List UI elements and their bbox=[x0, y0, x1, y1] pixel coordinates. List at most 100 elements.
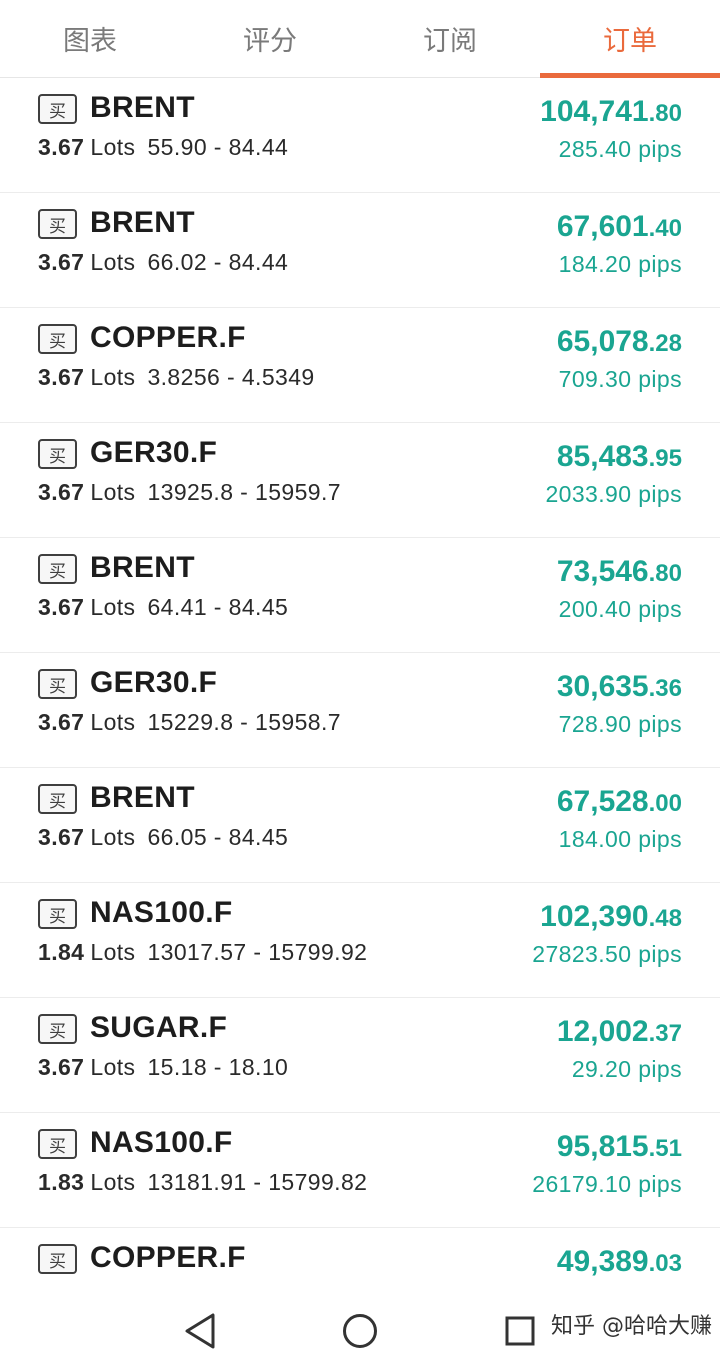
order-lots-unit: Lots bbox=[90, 134, 136, 160]
order-price-range: 64.41 - 84.45 bbox=[147, 594, 289, 620]
order-pips: 728.90 pips bbox=[558, 711, 682, 737]
order-profit-integer: 65,078 bbox=[556, 325, 649, 358]
order-profit: 104,741.80 bbox=[540, 95, 682, 129]
order-lots-unit: Lots bbox=[90, 1169, 136, 1195]
order-details: 3.67 Lots 55.90 - 84.44 bbox=[38, 134, 288, 161]
order-details: 3.67 Lots 3.8256 - 4.5349 bbox=[38, 364, 315, 391]
order-profit-decimal: .28 bbox=[648, 330, 682, 357]
order-price-range: 3.8256 - 4.5349 bbox=[147, 364, 315, 390]
order-price-range: 55.90 - 84.44 bbox=[147, 134, 289, 160]
order-row[interactable]: 买 GER30.F 3.67 Lots 13925.8 - 15959.7 85,483.… bbox=[0, 423, 720, 538]
order-profit-decimal: .48 bbox=[648, 905, 682, 932]
order-lots: 3.67 bbox=[38, 249, 85, 275]
order-price-range: 13181.91 - 15799.82 bbox=[147, 1169, 368, 1195]
order-lots: 3.67 bbox=[38, 824, 85, 850]
recents-button[interactable] bbox=[497, 1308, 543, 1354]
back-triangle-icon bbox=[185, 1313, 215, 1349]
order-price-range: 66.02 - 84.44 bbox=[147, 249, 289, 275]
order-details: 3.67 Lots 66.05 - 84.45 bbox=[38, 824, 288, 851]
order-profit-decimal: .40 bbox=[648, 215, 682, 242]
order-details: 3.67 Lots 15229.8 - 15958.7 bbox=[38, 709, 341, 736]
order-profit-integer: 67,528 bbox=[556, 785, 649, 818]
tab-chart[interactable]: 图表 bbox=[63, 26, 117, 57]
order-row[interactable]: 买 NAS100.F 1.83 Lots 13181.91 - 15799.82 95,8… bbox=[0, 1113, 720, 1228]
order-profit-integer: 85,483 bbox=[556, 440, 649, 473]
order-symbol: NAS100.F bbox=[90, 1126, 233, 1159]
system-navigation-bar: 知乎 @哈哈大赚 bbox=[0, 1294, 720, 1368]
order-row[interactable]: 买 BRENT 3.67 Lots 66.05 - 84.45 67,528.00 184.… bbox=[0, 768, 720, 883]
order-details: 3.67 Lots 13925.8 - 15959.7 bbox=[38, 479, 341, 506]
order-lots-unit: Lots bbox=[90, 479, 136, 505]
order-lots-unit: Lots bbox=[90, 709, 136, 735]
order-details: 1.84 Lots 13017.57 - 15799.92 bbox=[38, 939, 367, 966]
order-details: 3.67 Lots 64.41 - 84.45 bbox=[38, 594, 288, 621]
order-details: 3.67 Lots 15.18 - 18.10 bbox=[38, 1054, 288, 1081]
order-profit-decimal: .00 bbox=[648, 790, 682, 817]
tab-subscribe[interactable]: 订阅 bbox=[423, 26, 477, 57]
order-profit-decimal: .95 bbox=[648, 445, 682, 472]
order-pips: 29.20 pips bbox=[571, 1056, 682, 1082]
order-profit: 49,389.03 bbox=[557, 1245, 682, 1279]
buy-badge: 买 bbox=[38, 899, 77, 929]
tab-rating[interactable]: 评分 bbox=[243, 26, 297, 57]
order-profit-integer: 104,741 bbox=[540, 95, 649, 128]
order-profit-integer: 49,389 bbox=[556, 1245, 649, 1278]
order-lots-unit: Lots bbox=[90, 249, 136, 275]
order-pips: 26179.10 pips bbox=[532, 1171, 682, 1197]
tab-orders[interactable]: 订单 bbox=[540, 0, 720, 78]
buy-badge: 买 bbox=[38, 1129, 77, 1159]
buy-badge: 买 bbox=[38, 1014, 77, 1044]
order-pips: 200.40 pips bbox=[558, 596, 682, 622]
order-lots: 3.67 bbox=[38, 1054, 85, 1080]
buy-badge: 买 bbox=[38, 209, 77, 239]
order-symbol: GER30.F bbox=[90, 436, 218, 469]
order-lots: 1.83 bbox=[38, 1169, 85, 1195]
buy-badge: 买 bbox=[38, 1244, 77, 1274]
order-symbol: BRENT bbox=[90, 206, 195, 239]
order-symbol: GER30.F bbox=[90, 666, 218, 699]
order-symbol: SUGAR.F bbox=[90, 1011, 228, 1044]
order-price-range: 13017.57 - 15799.92 bbox=[147, 939, 368, 965]
order-symbol: BRENT bbox=[90, 551, 195, 584]
order-row[interactable]: 买 GER30.F 3.67 Lots 15229.8 - 15958.7 30,635.… bbox=[0, 653, 720, 768]
order-row[interactable]: 买 BRENT 3.67 Lots 66.02 - 84.44 67,601.40 184.… bbox=[0, 193, 720, 308]
order-profit: 65,078.28 bbox=[557, 325, 682, 359]
order-lots-unit: Lots bbox=[90, 594, 136, 620]
order-profit: 102,390.48 bbox=[540, 900, 682, 934]
buy-badge: 买 bbox=[38, 94, 77, 124]
order-pips: 27823.50 pips bbox=[532, 941, 682, 967]
order-lots: 3.67 bbox=[38, 134, 85, 160]
buy-badge: 买 bbox=[38, 669, 77, 699]
order-pips: 285.40 pips bbox=[558, 136, 682, 162]
order-profit-decimal: .80 bbox=[648, 560, 682, 587]
order-profit: 30,635.36 bbox=[557, 670, 682, 704]
order-profit: 12,002.37 bbox=[557, 1015, 682, 1049]
buy-badge: 买 bbox=[38, 324, 77, 354]
order-row[interactable]: 买 COPPER.F 49,389.03 bbox=[0, 1228, 720, 1294]
order-row[interactable]: 买 BRENT 3.67 Lots 64.41 - 84.45 73,546.80 200.… bbox=[0, 538, 720, 653]
order-price-range: 66.05 - 84.45 bbox=[147, 824, 289, 850]
home-button[interactable] bbox=[337, 1308, 383, 1354]
order-pips: 184.20 pips bbox=[558, 251, 682, 277]
order-row[interactable]: 买 COPPER.F 3.67 Lots 3.8256 - 4.5349 65,078.2… bbox=[0, 308, 720, 423]
buy-badge: 买 bbox=[38, 439, 77, 469]
order-details: 1.83 Lots 13181.91 - 15799.82 bbox=[38, 1169, 367, 1196]
order-row[interactable]: 买 SUGAR.F 3.67 Lots 15.18 - 18.10 12,002.37 29… bbox=[0, 998, 720, 1113]
order-profit-decimal: .03 bbox=[648, 1250, 682, 1277]
order-row[interactable]: 买 BRENT 3.67 Lots 55.90 - 84.44 104,741.80 285… bbox=[0, 78, 720, 193]
order-profit-integer: 73,546 bbox=[556, 555, 649, 588]
order-profit-decimal: .51 bbox=[648, 1135, 682, 1162]
order-profit-integer: 30,635 bbox=[556, 670, 649, 703]
order-profit: 67,528.00 bbox=[557, 785, 682, 819]
order-lots: 3.67 bbox=[38, 594, 85, 620]
order-lots: 3.67 bbox=[38, 479, 85, 505]
order-profit: 73,546.80 bbox=[557, 555, 682, 589]
back-button[interactable] bbox=[177, 1308, 223, 1354]
orders-list[interactable]: 买 BRENT 3.67 Lots 55.90 - 84.44 104,741.80 285… bbox=[0, 78, 720, 1294]
order-row[interactable]: 买 NAS100.F 1.84 Lots 13017.57 - 15799.92 102,… bbox=[0, 883, 720, 998]
order-lots-unit: Lots bbox=[90, 824, 136, 850]
order-profit: 67,601.40 bbox=[557, 210, 682, 244]
order-profit: 95,815.51 bbox=[557, 1130, 682, 1164]
order-lots-unit: Lots bbox=[90, 364, 136, 390]
order-profit-decimal: .80 bbox=[648, 100, 682, 127]
